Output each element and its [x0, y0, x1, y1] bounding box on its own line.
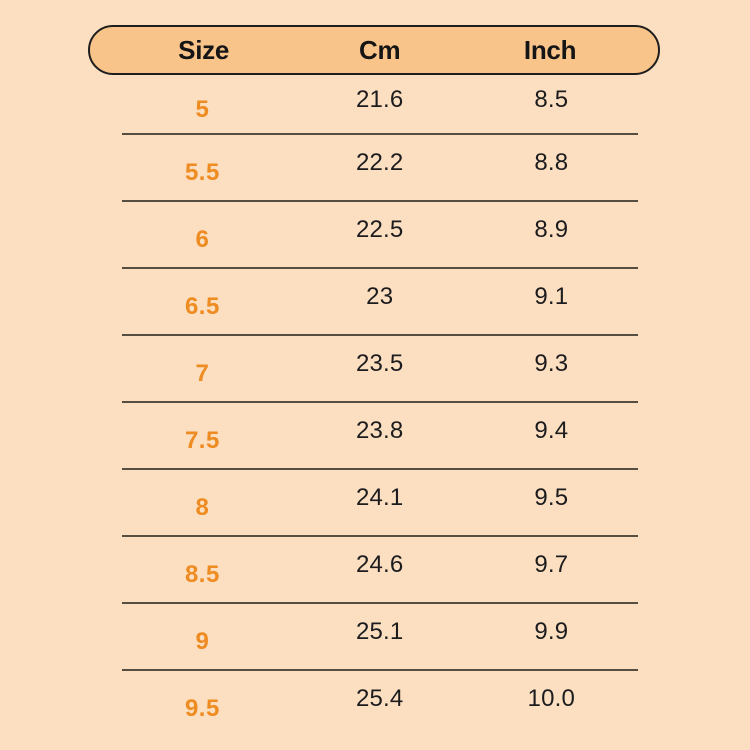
cm-cell: 24.6	[355, 550, 404, 578]
cm-cell: 25.1	[355, 617, 404, 645]
inch-cell: 9.4	[534, 416, 569, 444]
cm-cell: 21.6	[355, 86, 404, 113]
inch-cell: 8.9	[534, 215, 569, 243]
size-cell: 6	[195, 225, 210, 253]
column-header-cm: Cm	[359, 34, 401, 65]
cm-cell: 23.5	[355, 349, 404, 377]
cm-cell: 22.5	[355, 215, 404, 243]
table-row: 6.5 23 9.1	[88, 267, 660, 334]
inch-cell: 9.3	[534, 349, 569, 377]
size-cell: 9	[195, 627, 210, 655]
table-row: 8 24.1 9.5	[88, 468, 660, 535]
inch-cell: 9.5	[534, 483, 569, 511]
table-row: 7 23.5 9.3	[88, 334, 660, 401]
inch-cell: 9.9	[534, 617, 569, 645]
table-row: 5.5 22.2 8.8	[88, 133, 660, 200]
column-header-inch: Inch	[523, 34, 577, 65]
inch-cell: 8.8	[534, 148, 569, 176]
table-row: 9.5 25.4 10.0	[88, 669, 660, 736]
cm-cell: 24.1	[355, 483, 404, 511]
table-header: Size Cm Inch	[88, 25, 660, 75]
size-cell: 7	[195, 359, 210, 387]
inch-cell: 10.0	[527, 684, 576, 712]
table-row: 6 22.5 8.9	[88, 200, 660, 267]
table-body: 5 21.6 8.5 5.5 22.2 8.8 6 22.5 8.9 6.5 23 9.1 7 23.5 9…	[88, 75, 660, 736]
size-cell: 5.5	[184, 158, 220, 186]
size-cell: 8	[195, 493, 210, 521]
cm-cell: 22.2	[355, 148, 404, 176]
table-row: 9 25.1 9.9	[88, 602, 660, 669]
cm-cell: 23	[366, 282, 394, 310]
size-cell: 6.5	[184, 292, 220, 320]
size-cell: 5	[195, 96, 210, 123]
size-cell: 9.5	[184, 694, 220, 722]
table-row: 7.5 23.8 9.4	[88, 401, 660, 468]
size-conversion-table: Size Cm Inch 5 21.6 8.5 5.5 22.2 8.8 6 22.5 8.9 6…	[88, 25, 660, 736]
cm-cell: 25.4	[355, 684, 404, 712]
size-cell: 7.5	[184, 426, 220, 454]
table-row: 5 21.6 8.5	[88, 75, 660, 133]
size-cell: 8.5	[184, 560, 220, 588]
inch-cell: 8.5	[534, 86, 569, 113]
inch-cell: 9.7	[534, 550, 569, 578]
table-row: 8.5 24.6 9.7	[88, 535, 660, 602]
inch-cell: 9.1	[534, 282, 569, 310]
cm-cell: 23.8	[355, 416, 404, 444]
column-header-size: Size	[178, 34, 229, 65]
